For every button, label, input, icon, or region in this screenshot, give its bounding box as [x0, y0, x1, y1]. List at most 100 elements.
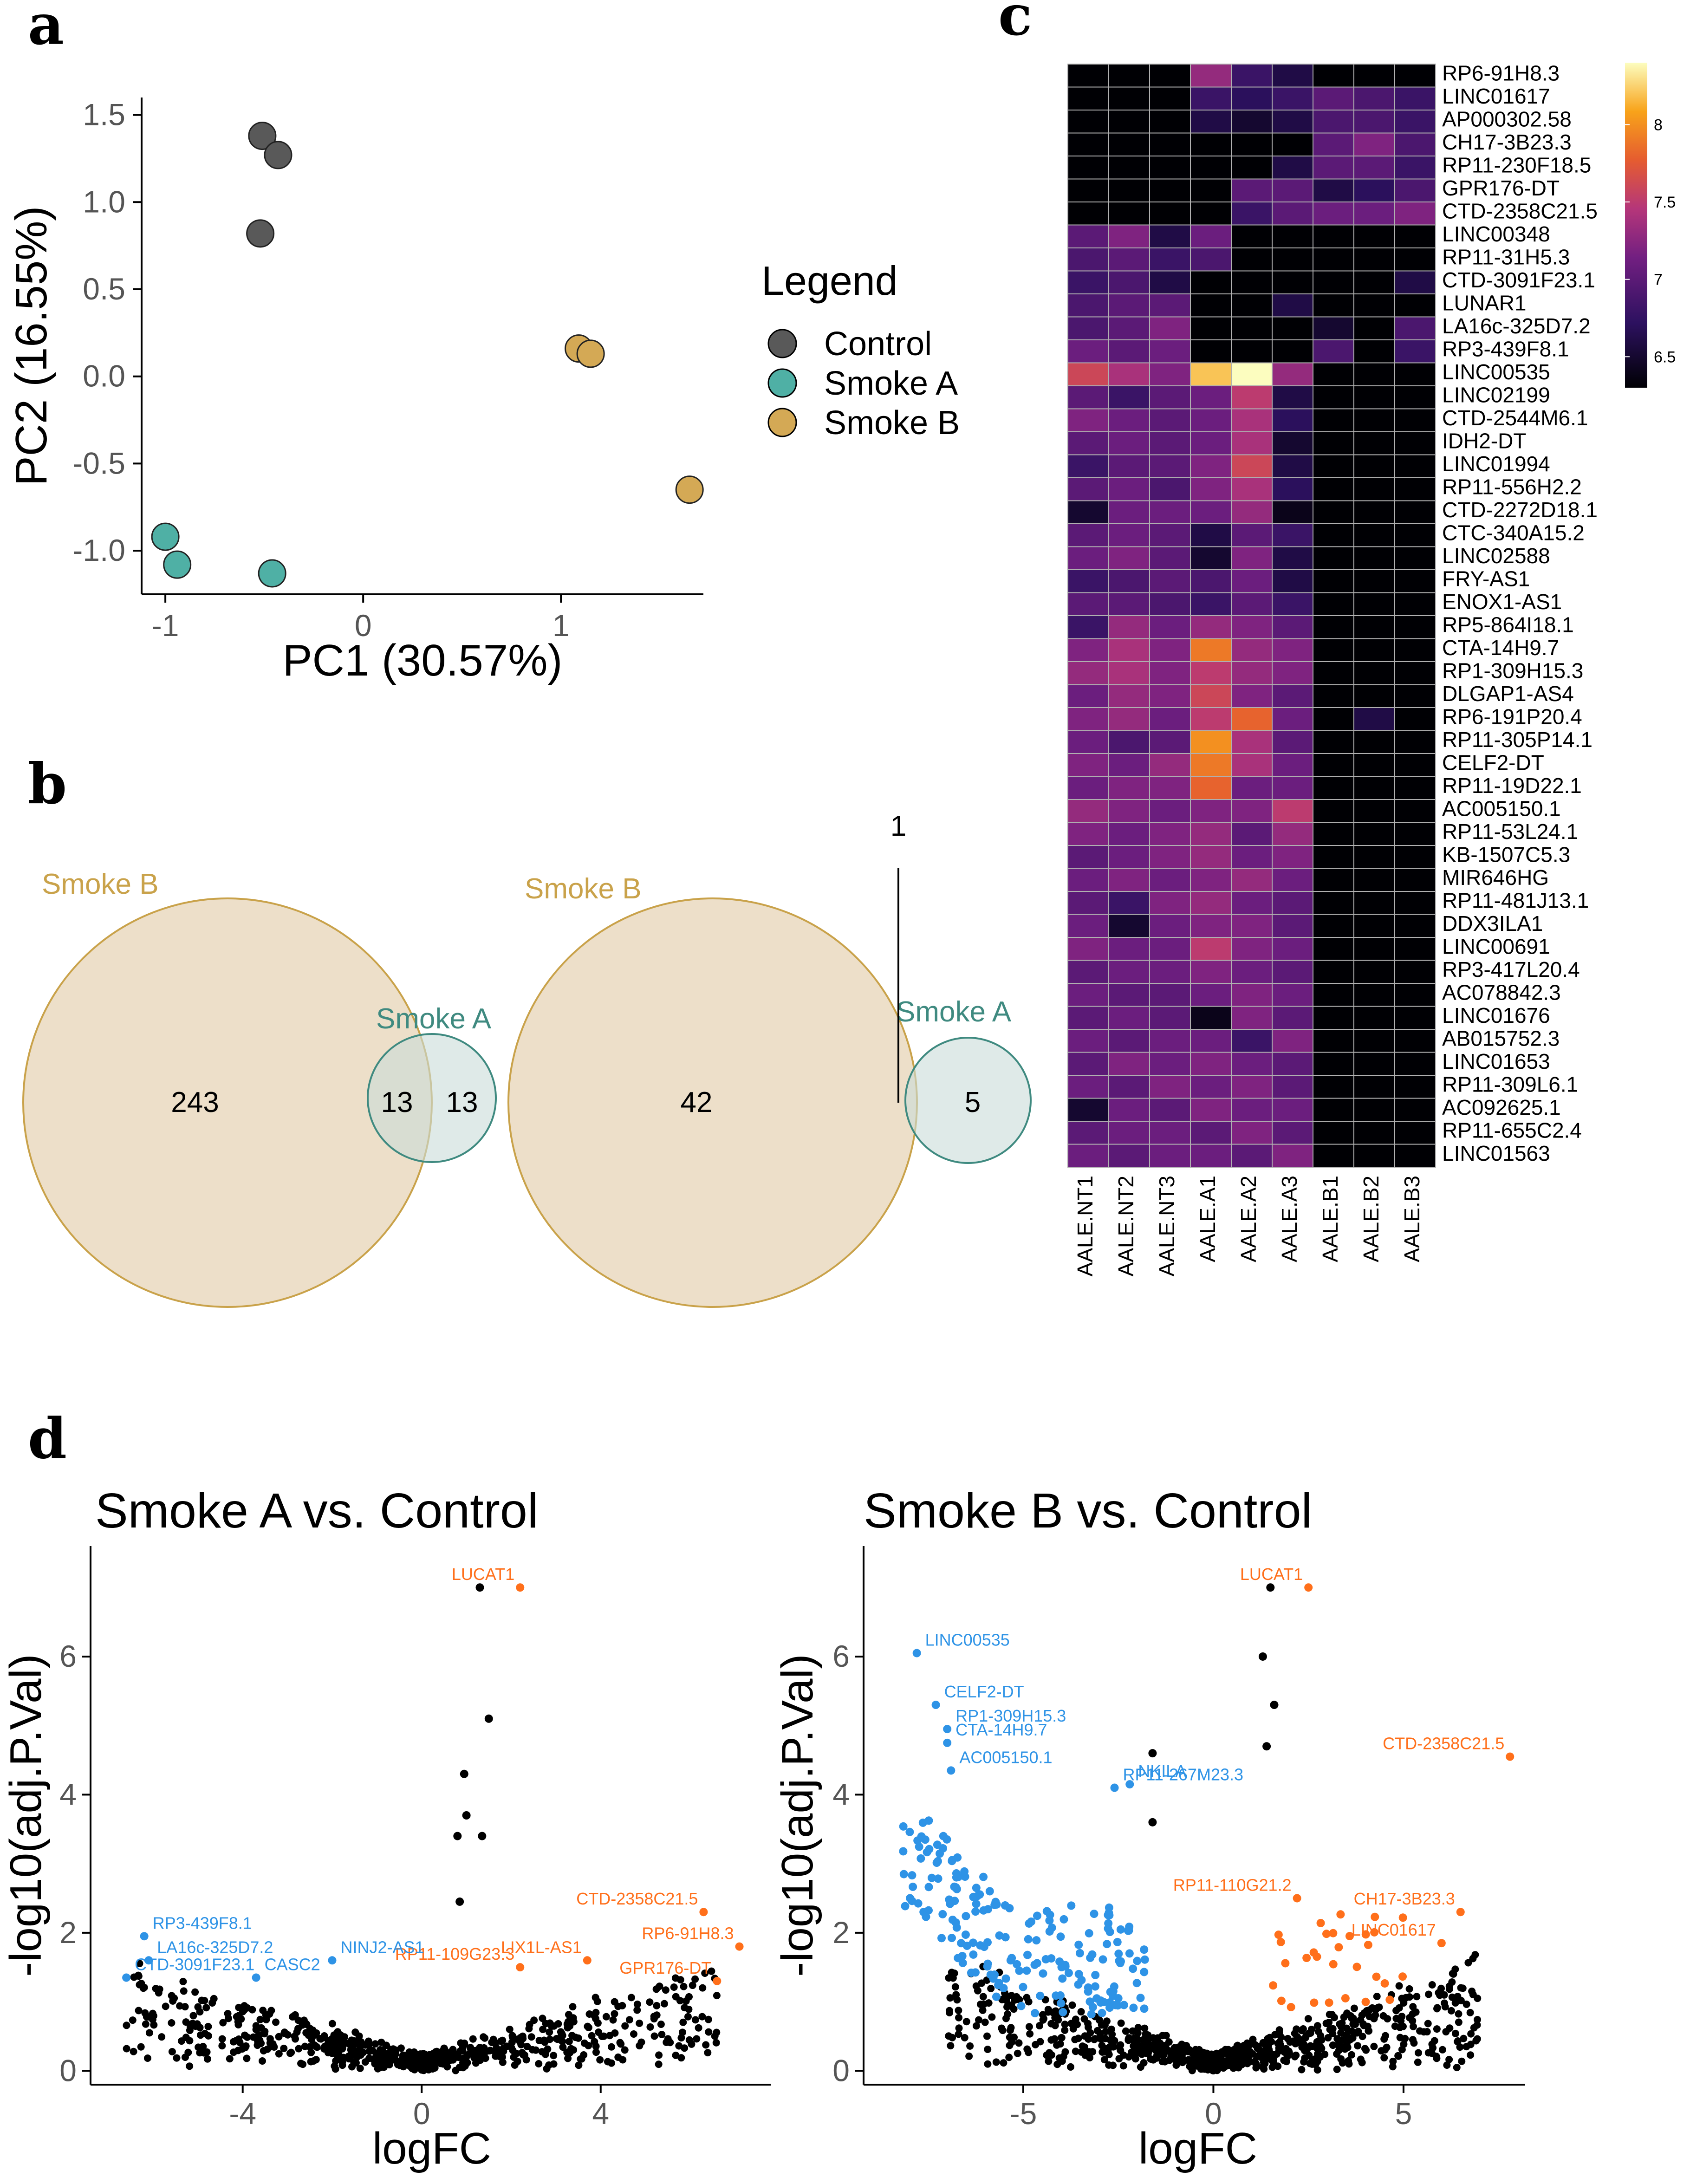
volcano-point	[1424, 2020, 1432, 2028]
volcano-highlight-point	[484, 1714, 493, 1723]
volcano-point	[1428, 2041, 1436, 2048]
heatmap-cell	[1394, 64, 1436, 88]
volcano-point	[1298, 2066, 1306, 2074]
heatmap-cell	[1272, 891, 1313, 915]
heatmap-cell	[1108, 661, 1150, 685]
volcano-point	[961, 2034, 968, 2041]
volcano-highlight-point	[1270, 1701, 1279, 1710]
heatmap-cell	[1108, 937, 1150, 961]
heatmap-cell	[1313, 776, 1354, 800]
volcano-point	[1451, 1999, 1459, 2007]
pca-point	[248, 122, 277, 150]
venn2-label-smoke-a: Smoke A	[896, 996, 1012, 1028]
volcano-point	[1040, 2015, 1048, 2022]
colorbar-tick-label: 7	[1654, 271, 1663, 289]
volcano-point	[1448, 1978, 1456, 1986]
volcano-point	[1199, 2048, 1207, 2056]
volcano-point	[203, 2048, 211, 2056]
heatmap-cell	[1353, 684, 1395, 708]
heatmap-cell	[1313, 569, 1354, 593]
volcano-point	[511, 2061, 519, 2069]
heatmap-cell	[1272, 1006, 1313, 1030]
volcano-down-point	[1061, 1961, 1070, 1970]
volcano-point	[1306, 2042, 1314, 2050]
heatmap-cell	[1190, 960, 1232, 984]
volcano-point	[596, 2056, 604, 2064]
heatmap-cell	[1272, 64, 1313, 88]
volcano-point	[523, 2042, 531, 2050]
heatmap-cell	[1231, 1006, 1273, 1030]
heatmap-cell	[1353, 1121, 1395, 1145]
volcano-up-point	[1276, 1937, 1285, 1946]
heatmap-column-label: AALE.B3	[1400, 1176, 1424, 1262]
heatmap-cell	[1108, 431, 1150, 455]
heatmap-cell	[1149, 1075, 1191, 1099]
heatmap-row-label: RP11-305P14.1	[1442, 728, 1592, 752]
heatmap-cell	[1272, 523, 1313, 547]
volcano-point	[563, 2048, 571, 2056]
volcano-down-point	[1030, 1960, 1039, 1969]
heatmap-row-label: LUNAR1	[1442, 291, 1527, 315]
volcano-point	[1433, 2054, 1441, 2062]
volcano-point	[1391, 2022, 1399, 2030]
volcano-up-point	[1322, 1930, 1331, 1938]
volcano-point	[275, 2050, 283, 2058]
panel-letter-a: a	[28, 0, 64, 58]
volcano-point	[517, 2034, 525, 2041]
volcano-down-point	[1113, 1937, 1122, 1946]
heatmap-cell	[1067, 845, 1109, 869]
heatmap-cell	[1394, 615, 1436, 639]
volcano-point	[293, 2028, 301, 2036]
heatmap-cell	[1190, 592, 1232, 616]
heatmap-cell	[1067, 638, 1109, 662]
volcano-point	[1468, 1987, 1476, 1995]
volcano-point	[259, 2007, 267, 2015]
heatmap-cell	[1353, 339, 1395, 364]
volcano-a-point-labels: LUCAT1CTD-2358C21.5RP6-91H8.3LIX1L-AS1RP…	[135, 1565, 734, 1977]
venn2-label-smoke-b: Smoke B	[525, 873, 642, 905]
volcano-point	[1068, 2001, 1076, 2009]
heatmap-cell	[1067, 477, 1109, 501]
heatmap-row-label: LINC02199	[1442, 383, 1550, 407]
volcano-point	[535, 2060, 543, 2068]
volcano-highlight-point	[1110, 1783, 1119, 1792]
heatmap-cell	[1353, 914, 1395, 938]
volcano-down-point	[942, 1835, 951, 1844]
volcano-point	[1053, 2060, 1061, 2068]
heatmap-cell	[1353, 546, 1395, 570]
heatmap-cell	[1272, 110, 1313, 134]
heatmap-colorbar-ticks: 8 7.5 7 6.5	[1625, 116, 1676, 366]
volcano-point	[1044, 2008, 1052, 2016]
volcano-point	[1061, 2026, 1069, 2034]
heatmap-cell	[1272, 776, 1313, 800]
volcano-point	[441, 2057, 449, 2065]
heatmap-cell	[1394, 110, 1436, 134]
volcano-point	[162, 2002, 169, 2010]
heatmap-cell	[1190, 615, 1232, 639]
volcano-down-point	[1001, 1974, 1010, 1983]
heatmap-row-label: RP11-309L6.1	[1442, 1072, 1578, 1097]
volcano-point	[602, 2013, 610, 2021]
volcano-point	[311, 2041, 318, 2049]
volcano-down-point	[948, 1915, 957, 1924]
volcano-point	[1230, 2056, 1238, 2064]
heatmap-row-label: DDX3ILA1	[1442, 911, 1543, 936]
panel-letter-c: c	[998, 0, 1032, 48]
heatmap-cell	[1149, 914, 1191, 938]
volcano-point-label: RP11-109G23.3	[395, 1944, 515, 1963]
volcano-y-tick-label: 6	[832, 1639, 850, 1673]
volcano-point	[1006, 2041, 1014, 2049]
volcano-point	[1436, 1991, 1444, 1999]
volcano-down-point	[990, 1970, 999, 1979]
heatmap-cell	[1394, 1075, 1436, 1099]
volcano-point	[1460, 2034, 1468, 2042]
heatmap-cell	[1313, 1006, 1354, 1030]
heatmap-cell	[1231, 1075, 1273, 1099]
volcano-up-point	[1269, 1981, 1278, 1990]
heatmap-cell	[1067, 408, 1109, 432]
volcano-point	[463, 2059, 471, 2067]
heatmap-cell	[1394, 638, 1436, 662]
volcano-point	[684, 2013, 692, 2021]
volcano-point	[1089, 2048, 1097, 2056]
venn-diagram-1: Smoke B Smoke A 243 13 13	[22, 868, 497, 1308]
